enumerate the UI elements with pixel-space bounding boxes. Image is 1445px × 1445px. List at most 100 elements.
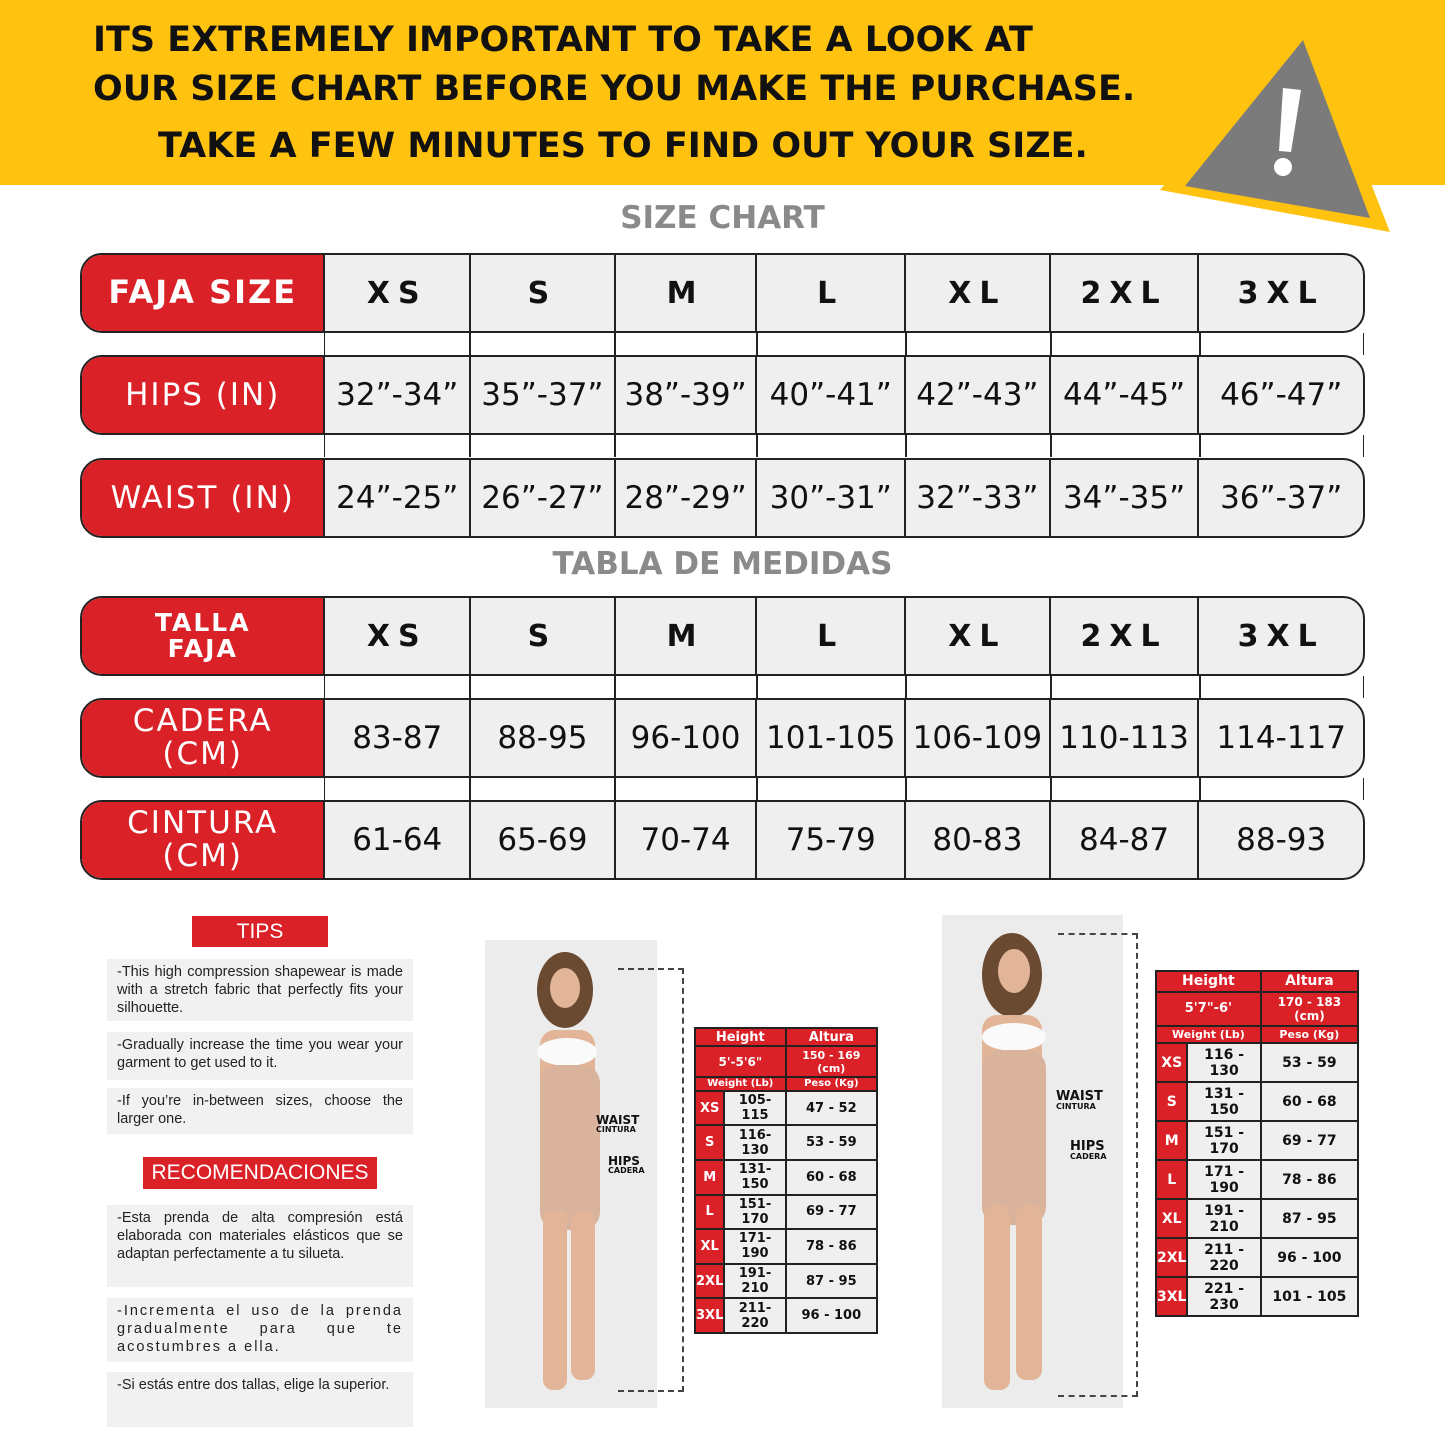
size-cell: 28”-29” — [616, 460, 758, 536]
weight-lb: 211-220 — [723, 1297, 787, 1334]
size-cell: 84-87 — [1051, 802, 1200, 878]
size-cell: 34”-35” — [1051, 460, 1200, 536]
size-cell: L — [757, 255, 907, 331]
height-weight-table-short: Height Altura 5'-5'6" 150 - 169 (cm) Weight … — [693, 1026, 879, 1334]
size-cell: 3XL — [1237, 618, 1325, 654]
size-cell: XL — [906, 255, 1051, 331]
altura-value: 150 - 169 (cm) — [784, 1045, 879, 1078]
table-row: S 131 - 150 60 - 68 — [1154, 1081, 1360, 1123]
size-cell: M — [616, 255, 758, 331]
size-cell: 30”-31” — [757, 460, 907, 536]
row-connector — [324, 778, 1364, 800]
size-cell: 110-113 — [1051, 700, 1200, 776]
recomendacion-item: -Incrementa el uso de la prenda gradualm… — [107, 1298, 413, 1362]
size-cell: 2XL — [1051, 598, 1200, 674]
table-row: M 151 - 170 69 - 77 — [1154, 1120, 1360, 1162]
height-header: Height — [1155, 970, 1262, 993]
size-cell: 101-105 — [757, 700, 907, 776]
size-cell: 114-117 — [1216, 720, 1346, 756]
size-cell: 32”-33” — [906, 460, 1051, 536]
size-cell: 88-95 — [471, 700, 616, 776]
peso-header: Peso (Kg) — [784, 1075, 879, 1092]
size-cell: S — [471, 598, 616, 674]
size-cell: 80-83 — [906, 802, 1051, 878]
weight-lb: 171 - 190 — [1186, 1159, 1262, 1201]
weight-lb: 116 - 130 — [1186, 1042, 1262, 1084]
dashed-outline — [1058, 933, 1138, 1397]
size-cell: 83-87 — [325, 700, 472, 776]
table-row: XL 191 - 210 87 - 95 — [1154, 1198, 1360, 1240]
weight-kg: 101 - 105 — [1259, 1276, 1360, 1317]
size-label: 3XL — [1154, 1276, 1189, 1317]
model-photo — [942, 915, 1123, 1408]
size-cell: XS — [325, 598, 472, 674]
row-label: HIPS (IN) — [82, 357, 326, 433]
weight-kg: 87 - 95 — [784, 1262, 879, 1300]
size-cell: 42”-43” — [906, 357, 1051, 433]
weight-lb: 116-130 — [723, 1124, 787, 1161]
weight-kg: 96 - 100 — [1259, 1237, 1360, 1278]
size-cell: 38”-39” — [616, 357, 758, 433]
weight-lb: 131 - 150 — [1186, 1081, 1262, 1123]
size-cell: 26”-27” — [471, 460, 616, 536]
table-row: 3XL 221 - 230 101 - 105 — [1154, 1276, 1360, 1317]
size-cell: 96-100 — [616, 700, 758, 776]
size-cell: 65-69 — [471, 802, 616, 878]
weight-kg: 53 - 59 — [1259, 1042, 1360, 1084]
waist-label: WAIST CINTURA — [596, 1113, 640, 1134]
weight-lb: 221 - 230 — [1186, 1276, 1262, 1317]
size-cell: 24”-25” — [325, 460, 472, 536]
size-cell: 36”-37” — [1220, 480, 1343, 516]
height-value: 5'-5'6" — [694, 1045, 787, 1078]
size-cell: 46”-47” — [1220, 377, 1343, 413]
tabla-row: CINTURA (CM) 61-64 65-69 70-74 75-79 80-83 84-… — [80, 800, 1365, 880]
weight-lb: 151 - 170 — [1186, 1120, 1262, 1162]
size-label: XS — [693, 1089, 726, 1127]
weight-kg: 87 - 95 — [1259, 1198, 1360, 1240]
size-label: L — [1154, 1159, 1189, 1201]
weight-lb: 131-150 — [723, 1158, 787, 1196]
weight-kg: 78 - 86 — [1259, 1159, 1360, 1201]
row-connector — [324, 333, 1364, 355]
size-label: XL — [1154, 1198, 1189, 1240]
size_chart-row: HIPS (IN) 32”-34” 35”-37” 38”-39” 40”-41” 42”… — [80, 355, 1365, 435]
size-cell: XL — [906, 598, 1051, 674]
row-connector — [324, 676, 1364, 698]
height-header: Height — [694, 1026, 787, 1048]
size-label: XL — [693, 1228, 726, 1265]
tabla-title: TABLA DE MEDIDAS — [552, 546, 893, 582]
weight-kg: 60 - 68 — [1259, 1081, 1360, 1123]
table-row: S 116-130 53 - 59 — [693, 1124, 879, 1161]
size-cell: 2XL — [1051, 255, 1200, 331]
size-cell: 3XL — [1237, 275, 1325, 311]
size-label: 2XL — [693, 1262, 726, 1300]
size-label: L — [693, 1193, 726, 1231]
tip-item: -If you’re in-between sizes, choose the … — [107, 1088, 413, 1134]
size-cell: 35”-37” — [471, 357, 616, 433]
size-cell: XS — [325, 255, 472, 331]
row-label: TALLA FAJA — [82, 598, 326, 674]
weight-header: Weight (Lb) — [694, 1075, 787, 1092]
size-cell: 106-109 — [906, 700, 1051, 776]
dashed-outline — [618, 968, 684, 1392]
weight-lb: 151-170 — [723, 1193, 787, 1231]
size-cell: 32”-34” — [325, 357, 472, 433]
weight-lb: 211 - 220 — [1186, 1237, 1262, 1278]
size-cell: 88-93 — [1236, 822, 1327, 858]
recomendaciones-header: RECOMENDACIONES — [143, 1157, 377, 1189]
tip-item: -This high compression shapewear is made… — [107, 959, 413, 1021]
tabla-row: CADERA (CM) 83-87 88-95 96-100 101-105 106-10… — [80, 698, 1365, 778]
peso-header: Peso (Kg) — [1259, 1024, 1360, 1045]
height-value: 5'7"-6' — [1155, 990, 1262, 1028]
row-label: FAJA SIZE — [82, 255, 326, 331]
banner-line-3: TAKE A FEW MINUTES TO FIND OUT YOUR SIZE… — [158, 126, 1088, 166]
size-cell: 70-74 — [616, 802, 758, 878]
waist-label: WAIST CINTURA — [1056, 1089, 1103, 1111]
table-row: L 151-170 69 - 77 — [693, 1193, 879, 1231]
hips-label: HIPS CADERA — [1070, 1139, 1107, 1161]
weight-kg: 47 - 52 — [784, 1089, 879, 1127]
size-cell: 61-64 — [325, 802, 472, 878]
weight-kg: 69 - 77 — [1259, 1120, 1360, 1162]
size-cell: 40”-41” — [757, 357, 907, 433]
size-label: XS — [1154, 1042, 1189, 1084]
